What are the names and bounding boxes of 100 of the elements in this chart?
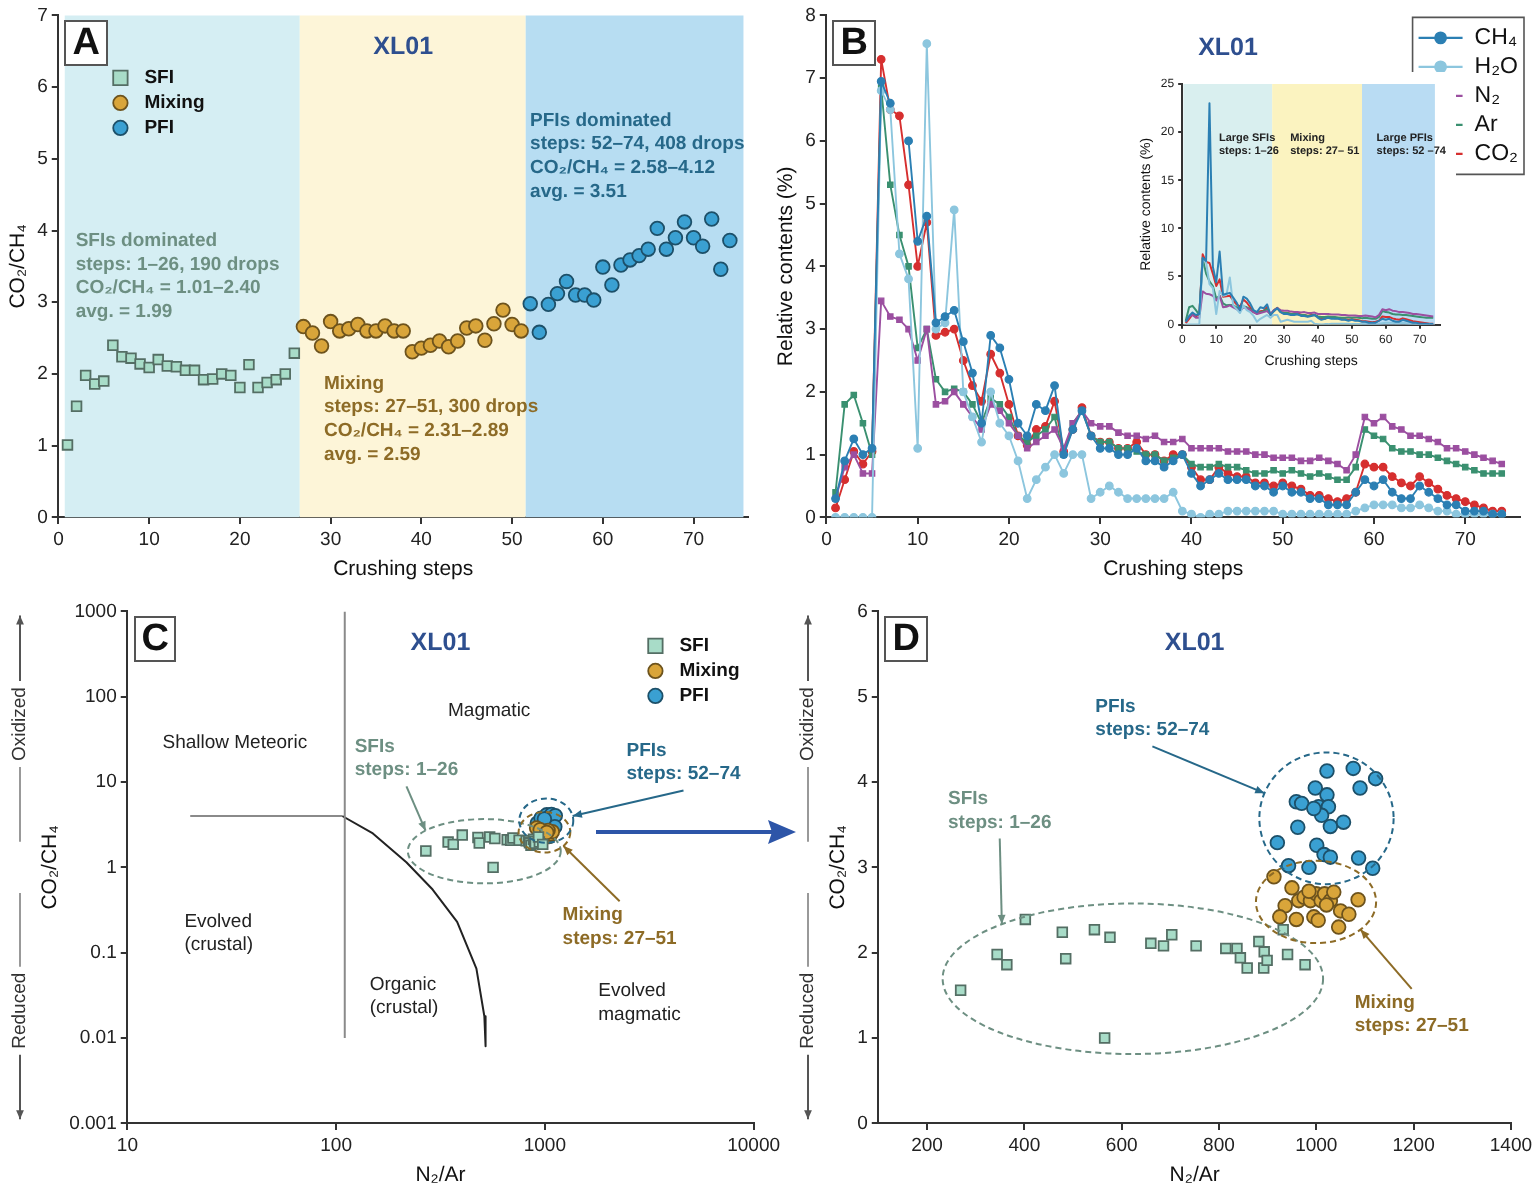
text: XL01 [373,32,434,61]
x-axis-title: N₂/Ar [1169,1163,1221,1188]
annotation: Mixing steps: 27–51 [1354,991,1471,1038]
x-tick-label: 20 [998,528,1020,551]
legend-label: H₂O [1474,55,1519,80]
y-tick-label: 0.1 [90,941,117,964]
legend-label: Mixing [679,660,740,683]
y-tick-label: 8 [805,4,816,27]
x-tick-label: 200 [911,1134,943,1157]
y-tick-label: 100 [85,685,117,708]
x-tick-label: 30 [1089,528,1111,551]
text: Oxidized [9,687,32,761]
y-tick-label: 4 [857,771,868,794]
annotation: Evolved (crustal) [184,910,253,957]
y-tick-label: 2 [37,363,48,386]
x-tick-label: 1200 [1392,1134,1435,1157]
x-tick-label: 40 [410,528,432,551]
y-tick-label: 1 [805,443,816,466]
x-tick-label: 10 [907,528,929,551]
text: XL01 [1198,32,1258,61]
y-tick-label: 0 [805,506,816,529]
x-tick-label: 400 [1008,1134,1041,1157]
x-tick-label: 800 [1203,1134,1235,1157]
legend-label: N₂ [1474,84,1501,109]
legend-label: PFI [679,685,709,708]
y-tick-label: 7 [37,4,48,27]
x-tick-label: 0 [53,528,64,551]
x-tick-label: 50 [1272,528,1294,551]
x-tick-label: 60 [592,528,614,551]
annotation: Mixing steps: 27–51, 300 drops CO₂/CH₄ = 2.31–2.89 avg. = 2.59 [323,372,539,466]
y-axis-title: Relative contents (%) [774,166,799,367]
text: Reduced [9,972,32,1049]
y-tick-label: 10 [95,771,117,794]
legend-label: Mixing [144,92,205,115]
x-tick-label: 60 [1363,528,1385,551]
y-tick-label: 2 [857,941,868,964]
y-tick-label: 0 [37,506,48,529]
x-tick-label: 1000 [1295,1134,1338,1157]
x-tick-label: 70 [682,528,705,551]
annotation: C [133,615,177,662]
x-tick-label: 10 [116,1134,138,1157]
x-tick-label: 0 [821,528,832,551]
annotation: PFIs dominated steps: 52–74, 408 drops CO₂/CH₄ = 2.58–4.12 avg. = 3.51 [530,109,745,203]
annotation: Evolved magmatic [598,980,682,1027]
x-tick-label: 600 [1105,1134,1138,1157]
y-axis-title: CO₂/CH₄ [6,224,31,309]
x-axis-title: Crushing steps [333,557,474,582]
annotation: SFIs steps: 1–26 [354,735,459,782]
y-tick-label: 0 [857,1112,868,1135]
annotation: A [64,19,108,66]
x-tick-label: 10 [138,528,160,551]
x-tick-label: 70 [1454,528,1476,551]
legend-label: CO₂ [1474,142,1519,167]
x-axis-title: N₂/Ar [415,1163,467,1188]
y-tick-label: 1000 [74,600,117,623]
y-tick-label: 4 [37,219,48,242]
y-tick-label: 4 [805,255,816,278]
annotation: SFIs steps: 1–26 [947,787,1052,834]
annotation: Shallow Meteoric [162,731,308,754]
legend-label: CH₄ [1474,26,1518,51]
annotation: Mixing steps: 27–51 [562,904,679,950]
y-tick-label: 6 [37,76,48,99]
text: XL01 [410,628,471,657]
y-tick-label: 5 [857,685,868,708]
legend-label: SFI [679,635,709,658]
legend-label: Ar [1474,113,1498,138]
x-tick-label: 1000 [523,1134,566,1157]
x-axis-title: Crushing steps [1103,557,1244,582]
y-tick-label: 5 [37,148,48,171]
x-tick-label: 50 [501,528,523,551]
annotation: B [832,19,876,66]
legend-label: SFI [144,67,174,90]
annotation: Organic (crustal) [369,973,439,1020]
text: Reduced [797,972,820,1049]
annotation: PFIs steps: 52–74 [626,739,742,786]
y-tick-label: 5 [805,192,816,215]
y-axis-title: CO₂/CH₄ [826,825,851,910]
y-tick-label: 1 [37,434,48,457]
annotation: SFIs dominated steps: 1–26, 190 drops CO₂/CH₄ = 1.01–2.40 avg. = 1.99 [75,229,280,324]
x-tick-label: 100 [320,1134,352,1157]
legend-label: PFI [144,117,174,140]
y-tick-label: 1 [106,856,117,879]
y-tick-label: 7 [805,67,816,90]
y-tick-label: 3 [857,856,868,879]
y-tick-label: 6 [857,600,868,623]
y-tick-label: 1 [857,1027,868,1050]
x-tick-label: 1400 [1489,1134,1533,1157]
y-tick-label: 3 [805,318,816,341]
x-tick-label: 10000 [727,1134,780,1157]
y-tick-label: 3 [37,291,48,314]
y-tick-label: 2 [805,381,816,404]
annotation: Magmatic [448,699,531,722]
annotation: PFIs steps: 52–74 [1095,695,1211,742]
x-tick-label: 40 [1180,528,1203,551]
text: XL01 [1164,628,1225,657]
y-axis-title: CO₂/CH₄ [38,825,63,910]
y-tick-label: 0.001 [69,1112,117,1135]
y-tick-label: 6 [805,130,816,153]
y-tick-label: 0.01 [79,1027,117,1050]
x-tick-label: 20 [229,528,251,551]
